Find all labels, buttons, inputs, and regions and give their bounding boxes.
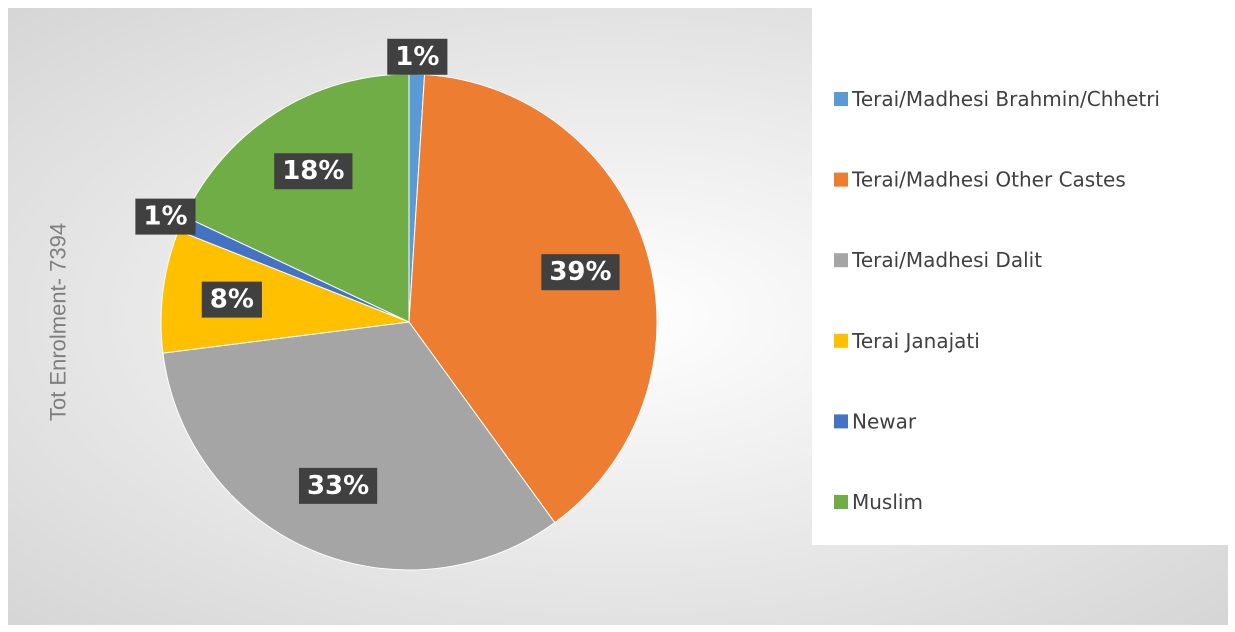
legend-label: Terai/Madhesi Brahmin/Chhetri (851, 87, 1160, 111)
legend-swatch (834, 414, 848, 429)
legend-box (812, 8, 1228, 545)
legend-swatch (834, 253, 848, 268)
data-label-box (387, 38, 448, 75)
data-label-box (201, 281, 262, 318)
pie-slice (160, 230, 410, 354)
data-label: 1% (395, 42, 439, 72)
data-label-box (298, 467, 378, 504)
data-label-box (541, 254, 620, 291)
data-label: 39% (549, 257, 611, 287)
legend-label: Terai Janajati (851, 329, 980, 353)
data-label-box (135, 198, 196, 235)
data-label-box (274, 153, 353, 190)
pie-slice (183, 73, 410, 323)
legend-label: Terai/Madhesi Dalit (851, 248, 1042, 272)
pie-slice (162, 321, 556, 571)
legend-label: Newar (852, 409, 917, 433)
data-label: 33% (307, 471, 369, 501)
legend-label: Terai/Madhesi Other Castes (851, 168, 1126, 192)
y-axis-label: Tot Enrolment- 7394 (46, 223, 71, 421)
legend-swatch (834, 333, 848, 348)
legend-swatch (834, 172, 848, 187)
data-label: 1% (143, 202, 187, 232)
data-label: 18% (282, 156, 344, 186)
pie-slice (408, 73, 658, 524)
legend-swatch (834, 92, 848, 106)
legend-swatch (834, 495, 848, 509)
data-label: 8% (210, 285, 254, 315)
legend-label: Muslim (852, 490, 923, 514)
